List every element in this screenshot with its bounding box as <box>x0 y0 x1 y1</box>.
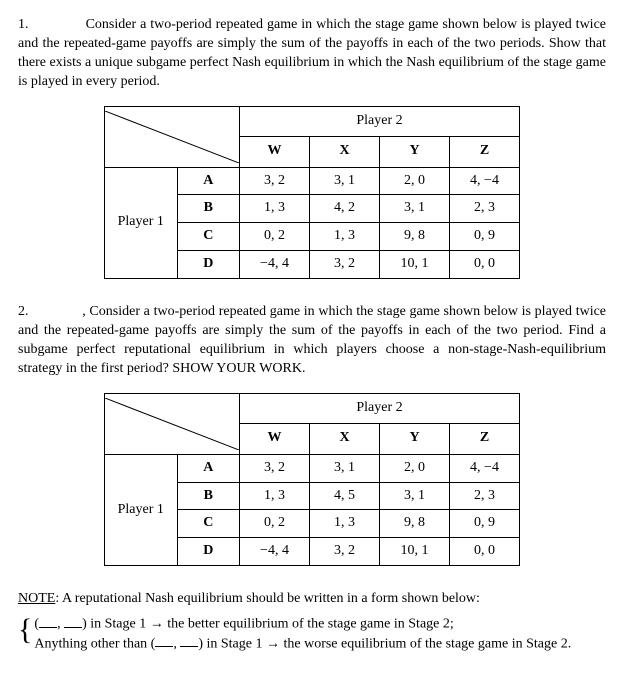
payoff-cell: 0, 2 <box>240 223 310 251</box>
col-header: Z <box>450 137 520 168</box>
payoff-cell: 0, 0 <box>450 538 520 566</box>
payoff-cell: 4, 2 <box>310 195 380 223</box>
payoff-cell: 10, 1 <box>380 251 450 279</box>
payoff-cell: −4, 4 <box>240 538 310 566</box>
text-fragment: Anything other than ( <box>34 636 155 651</box>
q2-game-table: Player 2 W X Y Z Player 1 A 3, 2 3, 1 2,… <box>104 393 520 567</box>
diag-corner <box>105 106 240 167</box>
payoff-cell: 9, 8 <box>380 223 450 251</box>
form-line-1: (, ) in Stage 1 → the better equilibrium… <box>34 615 571 634</box>
reputational-form: { (, ) in Stage 1 → the better equilibri… <box>18 615 606 654</box>
table-row: Player 2 <box>105 106 520 137</box>
payoff-cell: −4, 4 <box>240 251 310 279</box>
brace-content: (, ) in Stage 1 → the better equilibrium… <box>34 615 571 654</box>
payoff-cell: 1, 3 <box>310 223 380 251</box>
payoff-cell: 4, 5 <box>310 482 380 510</box>
col-header: Y <box>380 137 450 168</box>
text-fragment: , <box>173 636 180 651</box>
note-heading: NOTE <box>18 591 55 606</box>
col-header: W <box>240 424 310 455</box>
q1-intro: 1. Consider a two-period repeated game i… <box>18 16 606 92</box>
payoff-cell: 2, 3 <box>450 482 520 510</box>
blank-field <box>155 635 173 648</box>
payoff-cell: 3, 1 <box>310 454 380 482</box>
payoff-cell: 10, 1 <box>380 538 450 566</box>
row-header: C <box>177 223 239 251</box>
row-header: A <box>177 454 239 482</box>
payoff-cell: 9, 8 <box>380 510 450 538</box>
payoff-cell: 4, −4 <box>450 167 520 195</box>
diagonal-line-icon <box>105 398 239 450</box>
col-header: Z <box>450 424 520 455</box>
blank-field <box>180 635 198 648</box>
table-row: Player 1 A 3, 2 3, 1 2, 0 4, −4 <box>105 454 520 482</box>
p2-header: Player 2 <box>240 393 520 424</box>
payoff-cell: 2, 0 <box>380 167 450 195</box>
q2-number: 2. <box>18 303 38 322</box>
row-header: A <box>177 167 239 195</box>
text-fragment: , <box>57 617 64 632</box>
col-header: X <box>310 424 380 455</box>
payoff-cell: 3, 2 <box>240 454 310 482</box>
payoff-cell: 3, 2 <box>240 167 310 195</box>
q1-intro-text: Consider a two-period repeated game in w… <box>18 17 606 89</box>
payoff-cell: 3, 2 <box>310 251 380 279</box>
col-header: X <box>310 137 380 168</box>
payoff-cell: 0, 2 <box>240 510 310 538</box>
blank-field <box>39 615 57 628</box>
row-header: B <box>177 482 239 510</box>
row-header: B <box>177 195 239 223</box>
q1-game-table: Player 2 W X Y Z Player 1 A 3, 2 3, 1 2,… <box>104 106 520 280</box>
payoff-cell: 3, 1 <box>380 195 450 223</box>
payoff-cell: 2, 0 <box>380 454 450 482</box>
col-header: Y <box>380 424 450 455</box>
p1-header: Player 1 <box>105 167 178 279</box>
question-2: 2. , Consider a two-period repeated game… <box>18 303 606 566</box>
payoff-cell: 3, 1 <box>310 167 380 195</box>
form-line-2: Anything other than (, ) in Stage 1 → th… <box>34 635 571 654</box>
payoff-cell: 4, −4 <box>450 454 520 482</box>
row-header: D <box>177 538 239 566</box>
text-fragment: ) in Stage 1 → the worse equilibrium of … <box>198 636 571 651</box>
payoff-cell: 2, 3 <box>450 195 520 223</box>
text-fragment: ) in Stage 1 → the better equilibrium of… <box>82 617 454 632</box>
payoff-cell: 0, 9 <box>450 223 520 251</box>
question-1: 1. Consider a two-period repeated game i… <box>18 16 606 279</box>
payoff-cell: 3, 1 <box>380 482 450 510</box>
payoff-cell: 1, 3 <box>240 195 310 223</box>
diagonal-line-icon <box>105 111 239 163</box>
payoff-cell: 1, 3 <box>240 482 310 510</box>
payoff-cell: 1, 3 <box>310 510 380 538</box>
blank-field <box>64 615 82 628</box>
payoff-cell: 0, 0 <box>450 251 520 279</box>
row-header: C <box>177 510 239 538</box>
q2-intro-text: , Consider a two-period repeated game in… <box>18 304 606 376</box>
q1-number: 1. <box>18 16 38 35</box>
table-row: Player 1 A 3, 2 3, 1 2, 0 4, −4 <box>105 167 520 195</box>
note-block: NOTE: A reputational Nash equilibrium sh… <box>18 590 606 654</box>
note-line: NOTE: A reputational Nash equilibrium sh… <box>18 590 606 609</box>
col-header: W <box>240 137 310 168</box>
left-brace-icon: { <box>18 615 34 645</box>
table-row: Player 2 <box>105 393 520 424</box>
payoff-cell: 3, 2 <box>310 538 380 566</box>
note-text: : A reputational Nash equilibrium should… <box>55 591 480 606</box>
p1-header: Player 1 <box>105 454 178 566</box>
diag-corner <box>105 393 240 454</box>
q2-intro: 2. , Consider a two-period repeated game… <box>18 303 606 379</box>
p2-header: Player 2 <box>240 106 520 137</box>
row-header: D <box>177 251 239 279</box>
payoff-cell: 0, 9 <box>450 510 520 538</box>
